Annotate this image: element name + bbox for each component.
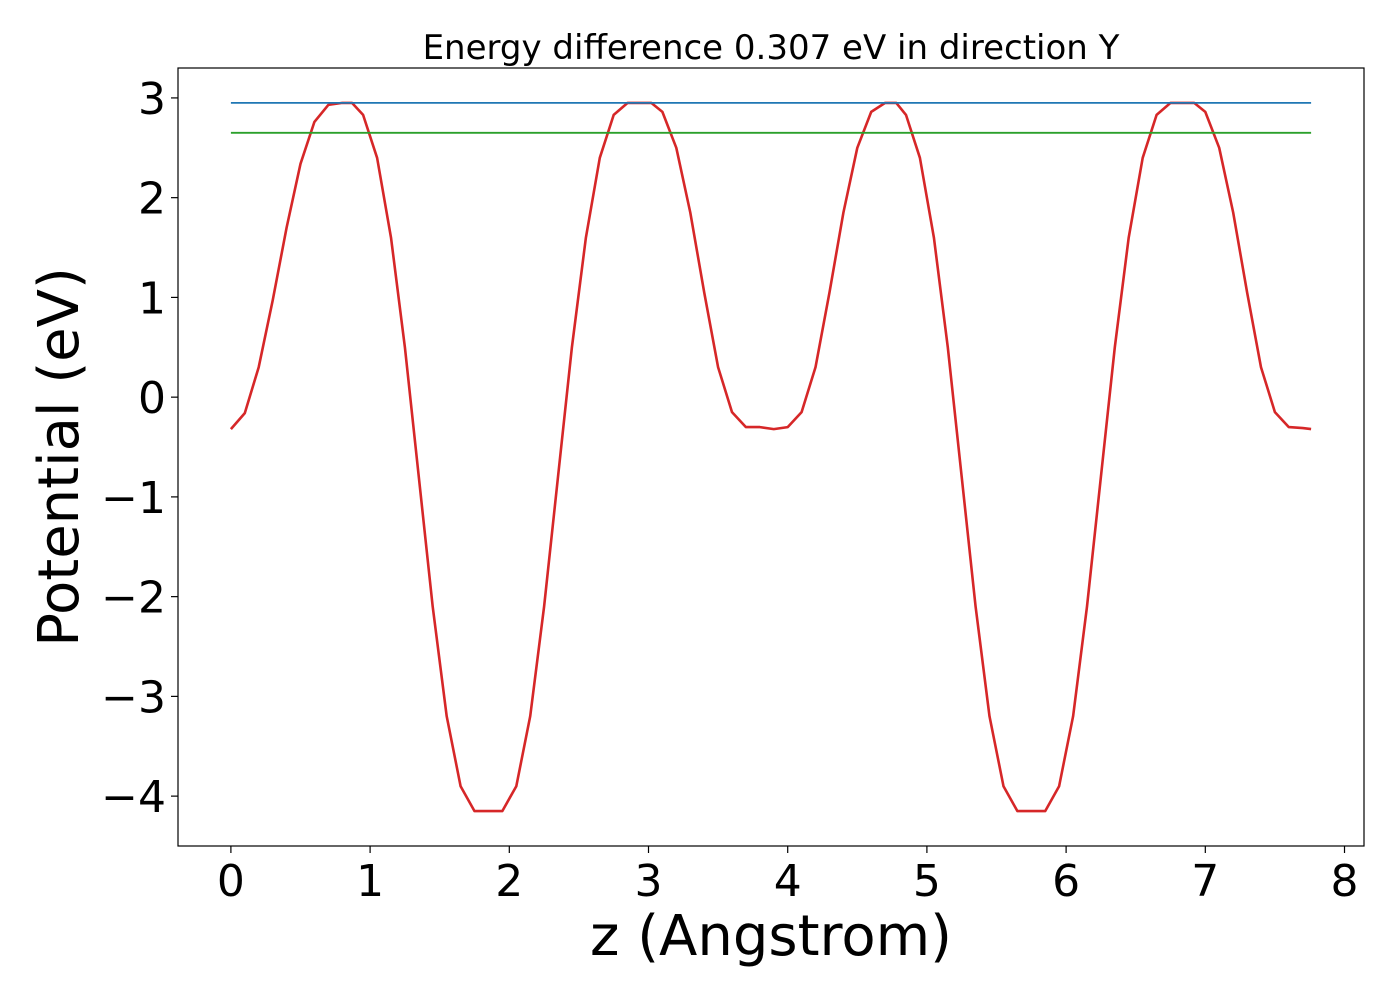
x-tick-label: 0 <box>217 856 245 907</box>
x-tick-label: 6 <box>1052 856 1080 907</box>
y-tick-label: −2 <box>101 573 166 624</box>
x-tick-label: 7 <box>1191 856 1219 907</box>
y-tick-label: 2 <box>138 174 166 225</box>
x-axis-ticks: 0 1 2 3 4 5 6 7 8 <box>217 846 1359 907</box>
chart-title: Energy difference 0.307 eV in direction … <box>423 28 1120 68</box>
x-tick-label: 3 <box>635 856 663 907</box>
x-tick-label: 8 <box>1331 856 1359 907</box>
y-tick-label: −4 <box>101 772 166 823</box>
x-tick-label: 2 <box>495 856 523 907</box>
x-axis-title: z (Angstrom) <box>590 904 952 969</box>
y-tick-label: 0 <box>138 373 166 424</box>
x-tick-label: 5 <box>913 856 941 907</box>
y-tick-label: −1 <box>101 473 166 524</box>
y-tick-label: 1 <box>138 273 166 324</box>
y-axis-ticks: −4 −3 −2 −1 0 1 2 3 <box>101 74 178 823</box>
y-axis-title: Potential (eV) <box>27 267 92 647</box>
plot-frame <box>177 67 1365 847</box>
x-tick-label: 1 <box>356 856 384 907</box>
y-tick-label: −3 <box>101 672 166 723</box>
y-tick-label: 3 <box>138 74 166 125</box>
series-layer <box>229 101 1312 813</box>
potential-curve <box>229 101 1312 813</box>
x-tick-label: 4 <box>774 856 802 907</box>
